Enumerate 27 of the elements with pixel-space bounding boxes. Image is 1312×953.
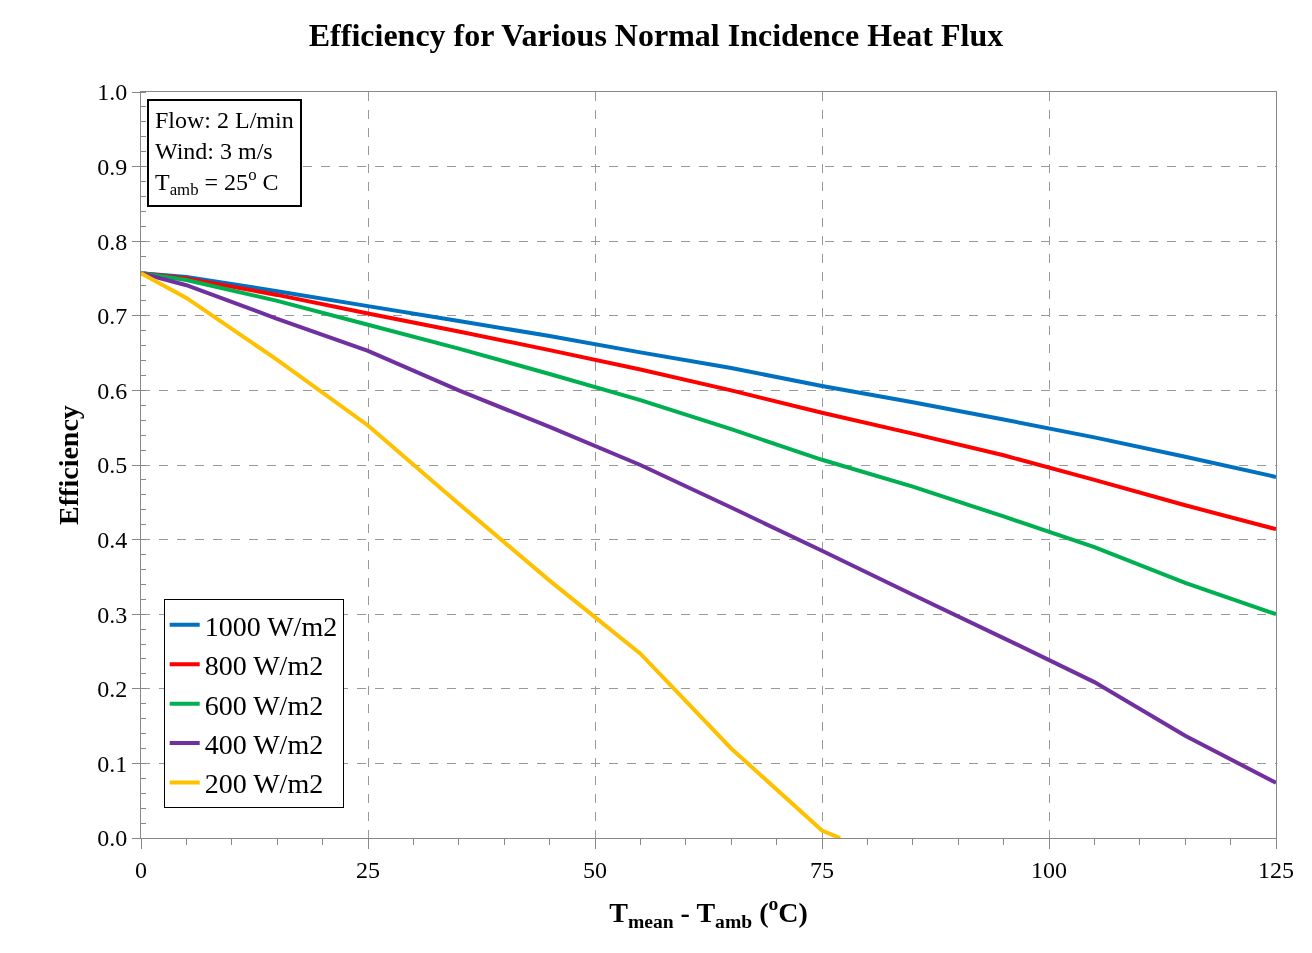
y-tick-label: 0.8	[97, 228, 128, 255]
x-tick-label: 75	[810, 856, 834, 883]
y-tick-label: 0.1	[97, 750, 128, 777]
y-tick-label: 0.4	[97, 527, 128, 553]
y-tick-label: 0.0	[97, 825, 128, 852]
legend-label: 600 W/m2	[204, 689, 324, 721]
y-axis-title: Efficiency	[52, 405, 84, 525]
x-tick-label: 125	[1258, 856, 1294, 883]
y-tick-label: 0.7	[97, 303, 128, 330]
x-tick-label: 50	[583, 856, 607, 883]
chart-title: Efficiency for Various Normal Incidence Heat Flux	[308, 17, 1004, 54]
legend-label: 800 W/m2	[204, 650, 324, 682]
x-tick-label: 100	[1031, 856, 1067, 883]
y-tick-label: 0.9	[97, 154, 128, 180]
y-tick-label: 0.2	[97, 676, 128, 703]
x-axis-title: T$_{mean}$ - T$_{amb}$ ($^{o}$C)	[609, 893, 808, 932]
y-tick-label: 0.3	[97, 601, 128, 628]
annotation: Flow: 2 L/min Wind: 3 m/s T$_{amb}$ = 25$^{o}$ C	[155, 107, 294, 200]
legend-label: 200 W/m2	[204, 768, 324, 800]
x-tick-label: 25	[356, 856, 380, 883]
legend-label: 1000 W/m2	[204, 610, 338, 642]
x-tick-label: 0	[135, 856, 147, 883]
y-tick-label: 0.6	[97, 377, 128, 404]
y-tick-label: 1.0	[97, 79, 128, 106]
legend-label: 400 W/m2	[204, 728, 324, 760]
line-series	[141, 271, 843, 838]
y-tick-label: 0.5	[97, 452, 128, 479]
